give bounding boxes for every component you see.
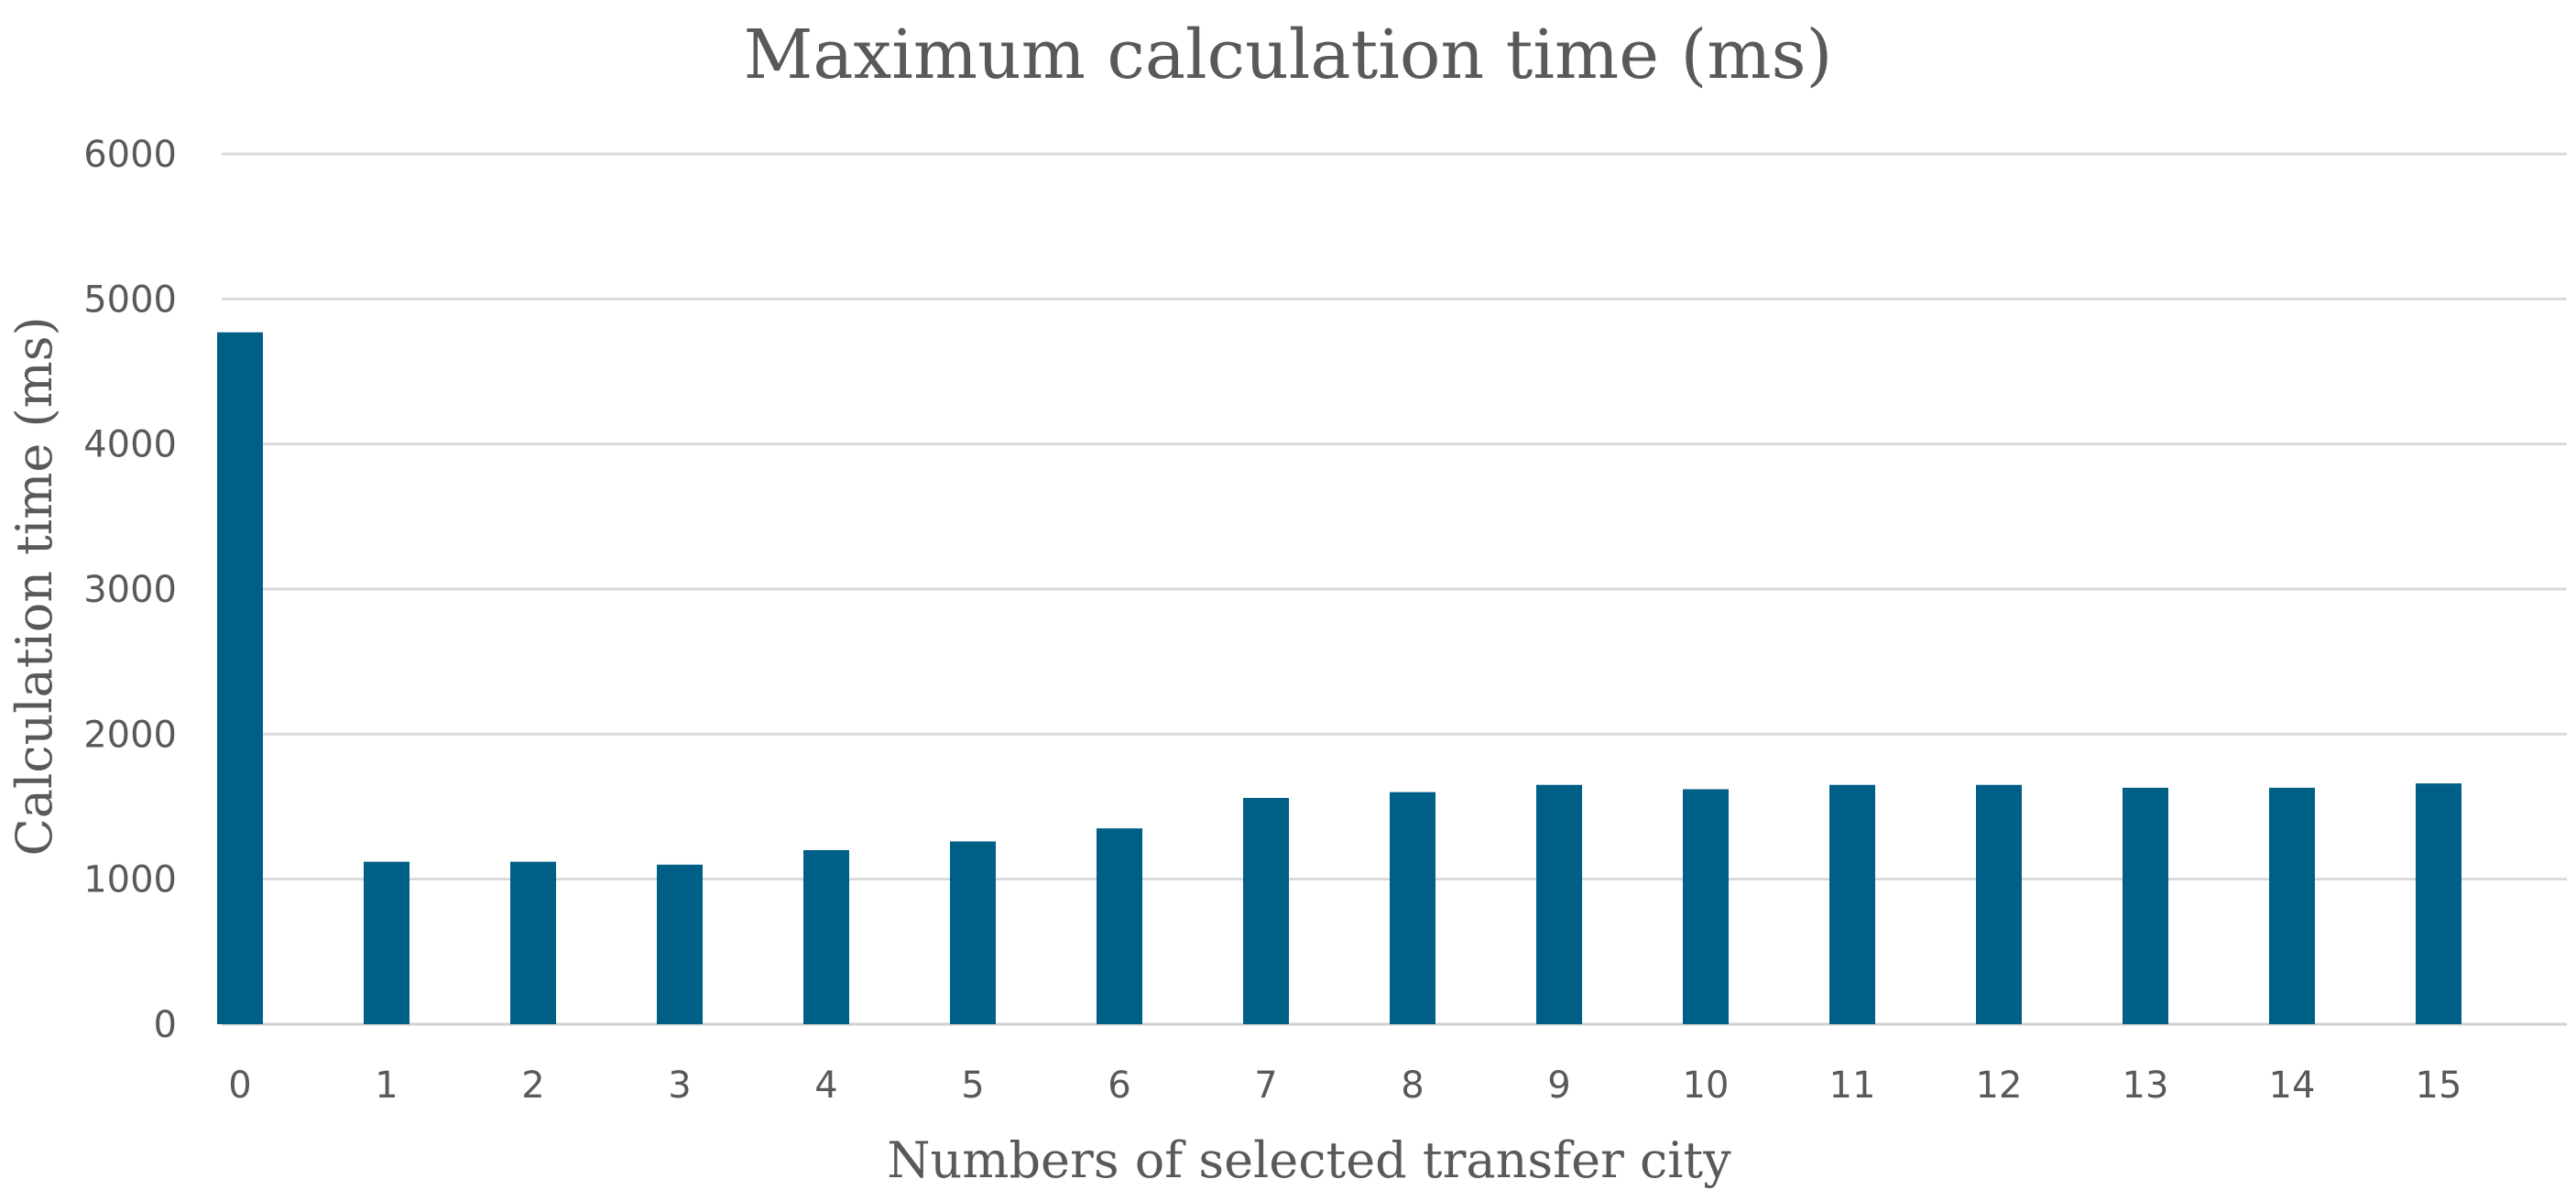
bar-3 [657, 864, 703, 1024]
x-tick-label: 7 [1254, 1065, 1277, 1107]
x-tick-label: 10 [1683, 1065, 1730, 1107]
x-tick-label: 15 [2416, 1065, 2462, 1107]
bars [217, 332, 2461, 1024]
x-tick-label: 2 [521, 1065, 544, 1107]
x-tick-label: 3 [668, 1065, 691, 1107]
bar-7 [1243, 798, 1289, 1024]
chart-title: Maximum calculation time (ms) [744, 16, 1833, 94]
x-tick-label: 4 [814, 1065, 837, 1107]
gridlines [222, 152, 2567, 1026]
x-tick-label: 11 [1829, 1065, 1876, 1107]
y-tick-label: 3000 [83, 569, 177, 611]
x-tick-label: 5 [961, 1065, 984, 1107]
bar-5 [950, 841, 996, 1024]
bar-9 [1536, 784, 1582, 1024]
y-tick-label: 0 [154, 1004, 177, 1046]
x-axis-title: Numbers of selected transfer city [887, 1131, 1731, 1189]
x-tick-label: 8 [1401, 1065, 1424, 1107]
bar-10 [1683, 789, 1729, 1024]
y-tick-label: 5000 [83, 278, 177, 321]
bar-6 [1097, 828, 1142, 1024]
bar-4 [803, 850, 849, 1024]
x-tick-label: 9 [1547, 1065, 1570, 1107]
bar-14 [2269, 787, 2315, 1024]
bar-2 [510, 861, 556, 1024]
x-tick-label: 13 [2123, 1065, 2169, 1107]
y-tick-label: 4000 [83, 424, 177, 466]
bar-12 [1976, 784, 2022, 1024]
bar-8 [1390, 792, 1435, 1024]
y-axis-title: Calculation time (ms) [5, 316, 63, 856]
bar-0 [217, 332, 263, 1024]
bar-15 [2416, 783, 2461, 1024]
bar-1 [364, 861, 409, 1024]
y-tick-label: 2000 [83, 714, 177, 756]
x-tick-label: 6 [1108, 1065, 1130, 1107]
x-tick-label: 12 [1976, 1065, 2023, 1107]
bar-11 [1829, 784, 1875, 1024]
y-axis-ticks: 0 1000 2000 3000 4000 5000 6000 [83, 134, 177, 1046]
y-tick-label: 1000 [83, 859, 177, 901]
y-tick-label: 6000 [83, 134, 177, 176]
x-axis-ticks: 0 1 2 3 4 5 6 7 8 9 10 11 12 13 14 15 [228, 1065, 2461, 1107]
bar-13 [2123, 787, 2168, 1024]
x-tick-label: 14 [2269, 1065, 2316, 1107]
x-tick-label: 1 [375, 1065, 398, 1107]
x-tick-label: 0 [228, 1065, 251, 1107]
